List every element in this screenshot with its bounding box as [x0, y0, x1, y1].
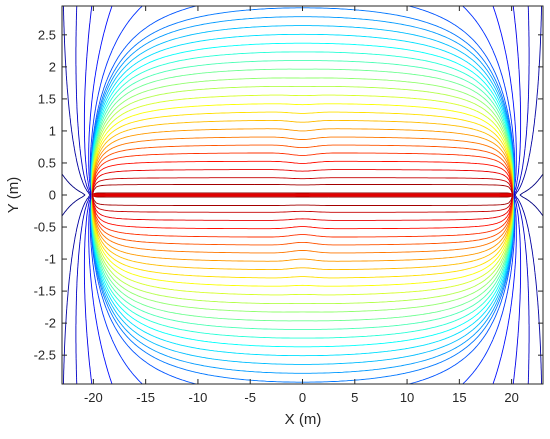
contour-line	[91, 144, 514, 246]
contour-line	[91, 111, 514, 279]
y-tick-label: -0.5	[34, 220, 56, 235]
contour-line	[93, 192, 512, 198]
x-tick-label: 15	[452, 390, 466, 405]
x-tick-label: 5	[351, 390, 358, 405]
y-axis-ticks: 2.5 2 1.5 1 0.5 0 -0.5 -1 -1.5 -2 -2.5	[34, 27, 543, 363]
contour-lines	[62, 6, 543, 384]
y-tick-label: 1	[49, 123, 56, 138]
contour-line	[92, 177, 513, 213]
y-tick-label: 1.5	[38, 91, 56, 106]
x-axis-label: X (m)	[285, 411, 322, 428]
contour-line	[89, 6, 516, 384]
y-tick-label: 0	[49, 188, 56, 203]
contour-line	[91, 160, 514, 230]
contour-line	[92, 184, 513, 206]
contour-line	[91, 119, 514, 271]
x-tick-label: 0	[299, 390, 306, 405]
contour-line	[62, 6, 543, 384]
x-tick-label: -15	[136, 390, 155, 405]
contour-line	[91, 103, 514, 287]
contour-line	[91, 128, 514, 262]
x-tick-label: 20	[504, 390, 518, 405]
y-axis-label: Y (m)	[5, 177, 22, 213]
x-tick-label: -20	[84, 390, 103, 405]
x-tick-label: -10	[189, 390, 208, 405]
x-tick-label: -5	[244, 390, 256, 405]
y-tick-label: -1.5	[34, 284, 56, 299]
contour-line	[91, 152, 514, 238]
y-tick-label: -1	[44, 252, 56, 267]
contour-line	[75, 6, 530, 384]
y-tick-label: -2	[44, 316, 56, 331]
contour-line	[92, 169, 513, 221]
contour-line	[88, 6, 517, 384]
y-tick-label: 2.5	[38, 27, 56, 42]
y-tick-label: 2	[49, 59, 56, 74]
contour-line	[83, 6, 522, 384]
x-axis-ticks: -20 -15 -10 -5 0 5 10 15 20	[84, 6, 519, 405]
y-tick-label: 0.5	[38, 155, 56, 170]
contour-line	[62, 173, 543, 217]
x-tick-label: 10	[400, 390, 414, 405]
contour-line	[91, 136, 514, 254]
contour-line	[91, 94, 514, 296]
contour-line	[91, 85, 514, 305]
y-tick-label: -2.5	[34, 348, 56, 363]
